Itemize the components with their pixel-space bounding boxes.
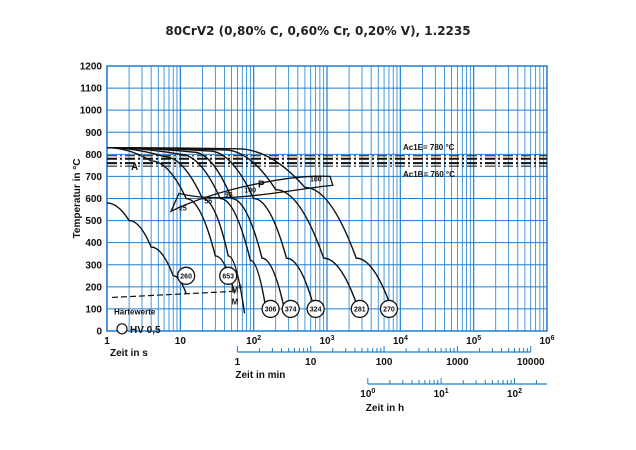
hardness-value: 306: [265, 306, 277, 313]
martensite-label: M: [232, 298, 239, 307]
x-tick-label: 105: [466, 335, 481, 347]
cooling-curves: [106, 147, 394, 314]
hour-tick-label: 101: [434, 388, 449, 400]
pearlite-zone: [169, 175, 334, 213]
austenite-label: A: [131, 162, 138, 173]
transformation-percent: 55: [204, 199, 212, 206]
legend-circle-icon: [116, 323, 128, 335]
y-tick-label: 600: [85, 194, 102, 205]
transformation-region: 25 55 95 100 100 A P 260 653 306 374 324 281 270: [131, 162, 399, 319]
transformation-percent: 25: [179, 205, 187, 212]
hour-axis-title: Zeit in h: [366, 403, 404, 414]
y-tick-label: 300: [85, 260, 102, 271]
hardness-value: 281: [354, 306, 366, 313]
cooling-curve-4: [106, 147, 268, 314]
y-tick-label: 500: [85, 216, 102, 227]
x-tick-label: 104: [393, 335, 408, 347]
hour-tick-label: 100: [360, 388, 375, 400]
hardness-circle: [261, 299, 280, 319]
x-tick-label: 103: [319, 335, 334, 347]
legend-label: HV 0,5: [130, 325, 161, 336]
hardness-value: 270: [383, 306, 395, 313]
hardness-circle: [281, 299, 300, 319]
y-tick-label: 700: [85, 172, 102, 183]
y-tick-label: 0: [96, 327, 102, 338]
hardness-circle: [350, 299, 369, 319]
transformation-percent: 100: [244, 188, 256, 195]
y-tick-label: 1200: [80, 62, 103, 73]
min-axis-title: Zeit in min: [235, 370, 285, 381]
ac1e-label: Ac1E= 780 °C: [403, 143, 455, 152]
y-tick-label: 400: [85, 238, 102, 249]
x-tick-label: 102: [246, 335, 261, 347]
ac1b-label: Ac1B= 760 °C: [403, 170, 455, 179]
ms-label: Ms: [232, 283, 243, 294]
hardness-value: 324: [310, 306, 322, 313]
hardness-value: 374: [285, 306, 297, 313]
y-tick-label: 1100: [80, 84, 102, 95]
cooling-curve-8: [106, 147, 394, 314]
labels: M Ms Härtewerte HV 0,5: [114, 283, 242, 335]
y-tick-label: 200: [85, 282, 102, 293]
y-axis-title: Temperatur in °C: [72, 159, 83, 239]
hour-tick-label: 102: [507, 388, 522, 400]
cooling-curve-1: [106, 202, 187, 294]
min-tick-label: 10: [305, 357, 317, 368]
min-tick-label: 1: [235, 357, 241, 368]
cooling-curve-2: [106, 147, 236, 294]
hardness-circle: [176, 266, 196, 285]
hardness-value: 653: [222, 273, 234, 280]
legend-title: Härtewerte: [114, 307, 156, 316]
min-tick-label: 100: [376, 357, 393, 368]
hardness-value: 260: [180, 273, 192, 280]
min-tick-label: 10000: [517, 357, 545, 368]
ms-line: [111, 290, 233, 299]
y-tick-label: 800: [85, 150, 102, 161]
transformation-percent: 95: [225, 192, 233, 199]
perlite-label: P: [258, 179, 265, 190]
hardness-circle: [219, 266, 238, 285]
x-tick-label: 106: [539, 335, 554, 347]
chart-title: 80CrV2 (0,80% C, 0,60% Cr, 0,20% V), 1.2…: [165, 24, 471, 38]
x-tick-label: 10: [175, 336, 187, 347]
x-tick-label: 1: [104, 336, 110, 347]
transformation-percent: 100: [310, 177, 322, 184]
hardness-circle: [306, 299, 325, 319]
y-tick-label: 900: [85, 128, 102, 139]
x-axis-title: Zeit in s: [110, 348, 148, 359]
y-tick-label: 1000: [80, 106, 103, 117]
hardness-circle: [379, 299, 399, 319]
min-tick-label: 1000: [446, 357, 469, 368]
cooling-curve-5: [106, 147, 286, 314]
y-tick-label: 100: [85, 304, 102, 315]
